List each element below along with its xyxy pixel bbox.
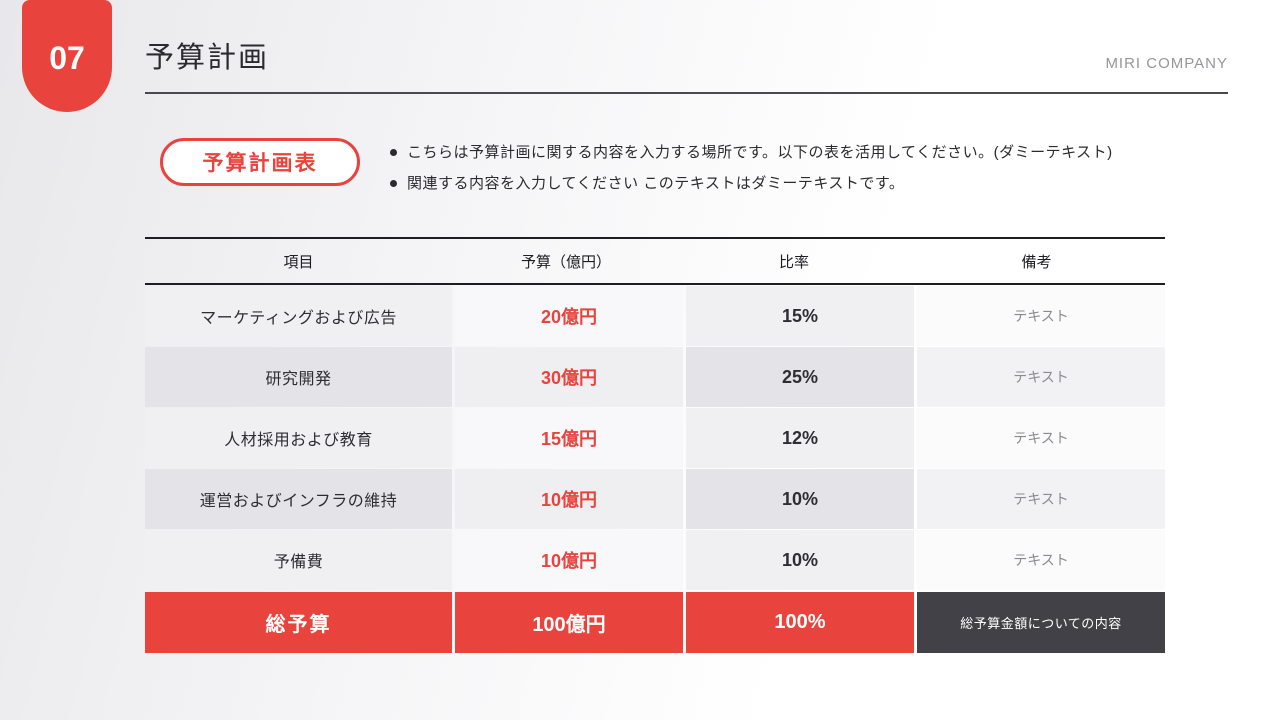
budget-table: 項目 予算（億円） 比率 備考 マーケティングおよび広告 20億円 15% テキ…: [145, 237, 1165, 653]
slide-header: 予算計画 MIRI COMPANY: [145, 34, 1228, 94]
cell-budget: 30億円: [455, 347, 683, 407]
cell-item: 人材採用および教育: [145, 408, 452, 468]
column-header-budget: 予算（億円）: [520, 253, 611, 271]
bullet-list: こちらは予算計画に関する内容を入力する場所です。以下の表を活用してください。(ダ…: [390, 138, 1113, 204]
cell-budget: 10億円: [455, 469, 683, 529]
cell-note: テキスト: [917, 408, 1165, 468]
bullet-text: 関連する内容を入力してください このテキストはダミーテキストです。: [407, 175, 905, 192]
section-pill: 予算計画表: [160, 138, 360, 186]
cell-ratio: 25%: [686, 347, 914, 407]
cell-note: テキスト: [917, 347, 1165, 407]
slide-number: 07: [49, 39, 85, 76]
cell-budget: 10億円: [455, 530, 683, 590]
cell-item: マーケティングおよび広告: [145, 286, 452, 346]
slide-number-badge: 07: [22, 0, 112, 112]
cell-ratio: 10%: [686, 530, 914, 590]
table-row: 運営およびインフラの維持 10億円 10% テキスト: [145, 469, 1165, 529]
cell-item: 研究開発: [145, 347, 452, 407]
list-item: 関連する内容を入力してください このテキストはダミーテキストです。: [390, 173, 1113, 194]
total-ratio: 100%: [686, 592, 914, 653]
cell-budget: 15億円: [455, 408, 683, 468]
company-name: MIRI COMPANY: [1105, 55, 1228, 72]
total-note: 総予算金額についての内容: [917, 592, 1165, 653]
table-row: 研究開発 30億円 25% テキスト: [145, 347, 1165, 407]
bullet-icon: [390, 180, 397, 187]
table-row: 人材採用および教育 15億円 12% テキスト: [145, 408, 1165, 468]
table-row: 予備費 10億円 10% テキスト: [145, 530, 1165, 590]
cell-item: 予備費: [145, 530, 452, 590]
list-item: こちらは予算計画に関する内容を入力する場所です。以下の表を活用してください。(ダ…: [390, 142, 1113, 163]
bullet-text: こちらは予算計画に関する内容を入力する場所です。以下の表を活用してください。(ダ…: [407, 144, 1113, 161]
cell-ratio: 15%: [686, 286, 914, 346]
cell-note: テキスト: [917, 530, 1165, 590]
cell-note: テキスト: [917, 286, 1165, 346]
column-header-ratio: 比率: [778, 253, 809, 271]
total-budget: 100億円: [455, 592, 683, 653]
cell-note: テキスト: [917, 469, 1165, 529]
cell-item: 運営およびインフラの維持: [145, 469, 452, 529]
column-header-item: 項目: [283, 253, 314, 271]
intro-section: 予算計画表 こちらは予算計画に関する内容を入力する場所です。以下の表を活用してく…: [160, 138, 1113, 204]
total-label: 総予算: [145, 592, 452, 653]
section-pill-label: 予算計画表: [202, 152, 318, 175]
table-row: マーケティングおよび広告 20億円 15% テキスト: [145, 286, 1165, 346]
bullet-icon: [390, 149, 397, 156]
cell-ratio: 10%: [686, 469, 914, 529]
table-header-row: 項目 予算（億円） 比率 備考: [145, 237, 1165, 285]
column-header-note: 備考: [1021, 253, 1052, 271]
cell-ratio: 12%: [686, 408, 914, 468]
cell-budget: 20億円: [455, 286, 683, 346]
table-total-row: 総予算 100億円 100% 総予算金額についての内容: [145, 592, 1165, 653]
page-title: 予算計画: [145, 42, 270, 74]
